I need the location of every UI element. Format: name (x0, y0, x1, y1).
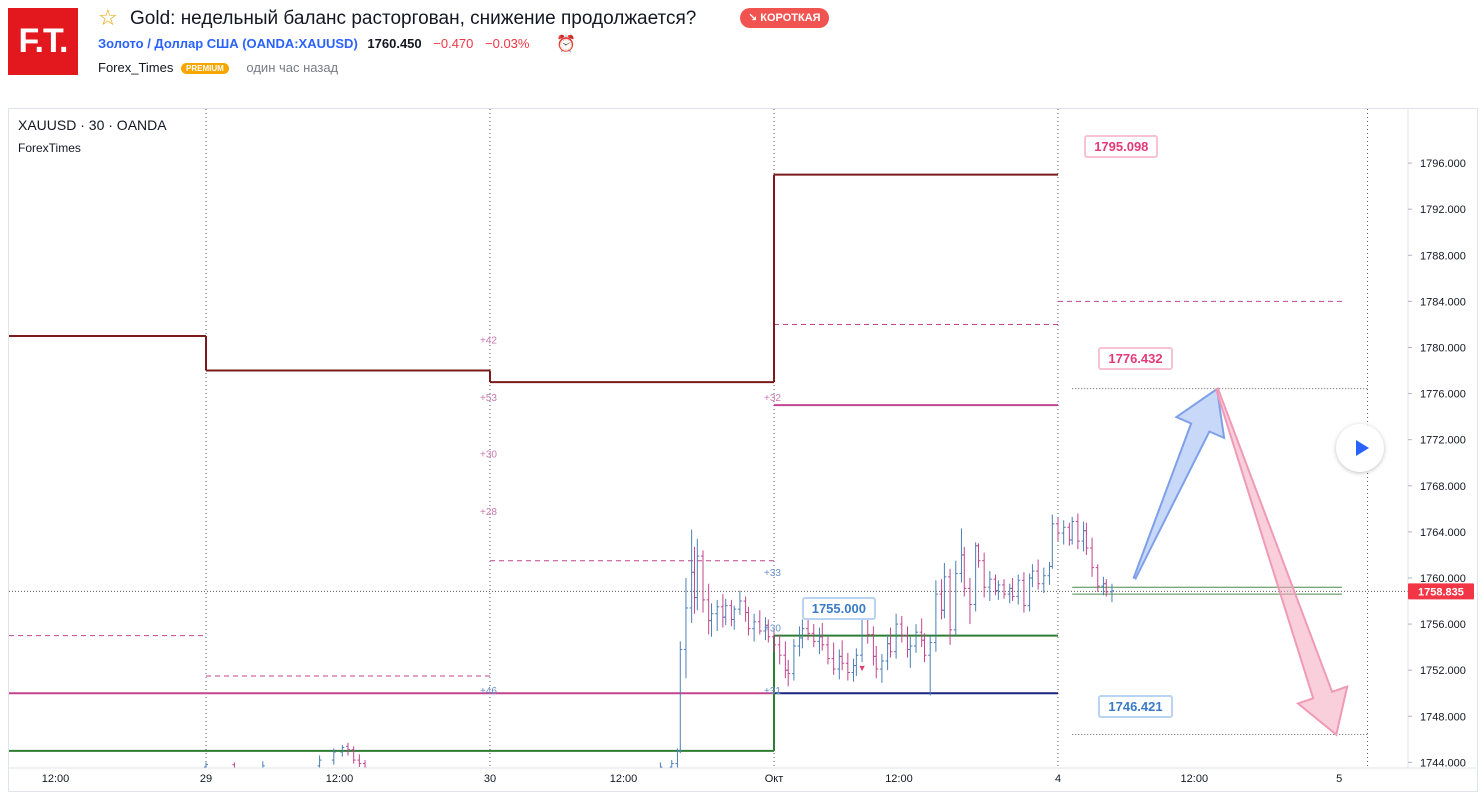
short-badge: ↘ КОРОТКАЯ (740, 8, 829, 28)
premium-badge: PREMIUM (181, 63, 229, 75)
star-icon[interactable]: ☆ (98, 5, 118, 30)
y-tick-label: 1744.000 (1420, 757, 1466, 769)
level-delta-label: +46 (480, 686, 497, 697)
price-callout[interactable]: 1755.000 (801, 596, 876, 620)
plot-area: ▼ +42 +53 +30 +28 +32 +33 +30 +46 +31 (9, 109, 1408, 768)
level-delta-label: +53 (480, 393, 497, 404)
forex-times-logo[interactable]: F.T. (8, 8, 78, 75)
x-tick-label: 12:00 (610, 773, 638, 785)
publish-time: один час назад (246, 60, 339, 75)
y-tick-label: 1780.000 (1420, 342, 1466, 354)
chart-symbol-title: XAUUSD · 30 · OANDA (18, 117, 167, 133)
level-delta-label: +42 (480, 335, 497, 346)
x-tick-label: 12:00 (1181, 773, 1209, 785)
forecast-up-arrow (1132, 387, 1226, 580)
level-delta-label: +33 (764, 568, 781, 579)
current-price-label: 1758.835 (1418, 586, 1464, 598)
idea-header: F.T. ☆ Gold: недельный баланс расторгова… (0, 0, 1484, 100)
x-tick-label: 12:00 (326, 773, 354, 785)
price-change: −0.470 (433, 36, 474, 51)
y-tick-label: 1772.000 (1420, 435, 1466, 447)
last-price: 1760.450 (367, 36, 422, 51)
level-delta-label: +31 (764, 686, 781, 697)
price-change-pct: −0.03% (485, 36, 530, 51)
x-tick-label: 30 (484, 773, 496, 785)
y-tick-label: 1748.000 (1420, 711, 1466, 723)
current-price-tag (1408, 583, 1474, 600)
symbol-line: Золото / Доллар США (OANDA:XAUUSD) 1760.… (98, 36, 529, 51)
price-callout[interactable]: 1776.432 (1098, 346, 1173, 370)
down-marker: ▼ (858, 663, 867, 673)
level-delta-label: +32 (764, 393, 781, 404)
y-tick-label: 1788.000 (1420, 250, 1466, 262)
forecast-down-arrow (1214, 387, 1349, 737)
level-delta-label: +30 (764, 624, 781, 635)
level-delta-label: +28 (480, 507, 497, 518)
x-tick-label: 5 (1336, 773, 1342, 785)
y-tick-label: 1792.000 (1420, 204, 1466, 216)
y-tick-label: 1784.000 (1420, 296, 1466, 308)
x-tick-label: 12:00 (885, 773, 913, 785)
play-button[interactable] (1336, 424, 1384, 472)
x-tick-label: 4 (1055, 773, 1061, 785)
x-tick-label: 12:00 (42, 773, 70, 785)
play-icon (1355, 440, 1369, 456)
y-tick-label: 1796.000 (1420, 158, 1466, 170)
author-line: Forex_Times PREMIUM один час назад (98, 60, 338, 75)
y-tick-label: 1768.000 (1420, 481, 1466, 493)
y-tick-label: 1756.000 (1420, 619, 1466, 631)
idea-title: Gold: недельный баланс расторгован, сниж… (130, 8, 697, 29)
symbol-link[interactable]: Золото / Доллар США (OANDA:XAUUSD) (98, 36, 358, 51)
level-delta-label: +30 (480, 450, 497, 461)
price-callout[interactable]: 1746.421 (1098, 695, 1173, 719)
indicator-name: ForexTimes (18, 141, 81, 155)
y-tick-label: 1764.000 (1420, 527, 1466, 539)
alarm-clock-icon[interactable]: ⏰ (556, 36, 576, 53)
x-tick-label: Окт (765, 773, 784, 785)
y-tick-label: 1752.000 (1420, 665, 1466, 677)
author-name[interactable]: Forex_Times (98, 60, 174, 75)
y-tick-label: 1760.000 (1420, 573, 1466, 585)
y-tick-label: 1776.000 (1420, 389, 1466, 401)
price-callout[interactable]: 1795.098 (1084, 135, 1159, 159)
x-tick-label: 29 (200, 773, 212, 785)
chart-frame[interactable] (8, 108, 1478, 792)
